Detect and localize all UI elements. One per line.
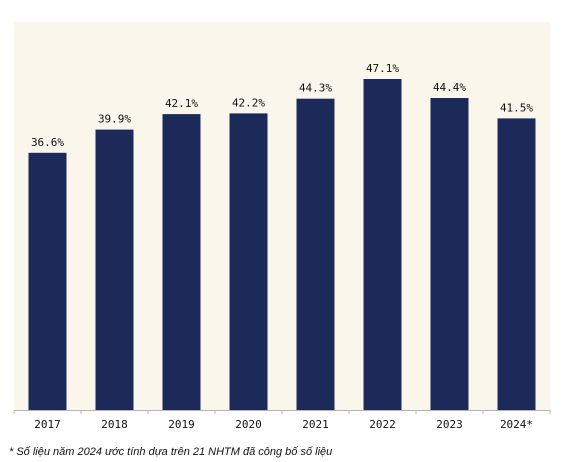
x-tick-label: 2017 <box>34 418 61 431</box>
x-tick-label: 2020 <box>235 418 262 431</box>
bar-2024 <box>497 118 536 411</box>
bar-2018 <box>95 129 134 410</box>
value-label: 41.5% <box>500 101 533 114</box>
bar-2017 <box>28 152 67 411</box>
x-axis: 2017 2018 2019 2020 2021 2022 2023 2024* <box>13 410 551 431</box>
x-tick-label: 2018 <box>101 418 128 431</box>
value-label: 47.1% <box>366 62 399 75</box>
footnote: * Số liệu năm 2024 ước tính dựa trên 21 … <box>9 446 333 458</box>
x-tick-label: 2022 <box>369 418 396 431</box>
bar-2021 <box>296 98 335 410</box>
value-label: 44.4% <box>433 81 466 94</box>
value-label: 39.9% <box>98 113 131 126</box>
x-tick-label: 2023 <box>436 418 463 431</box>
value-label: 42.2% <box>232 96 265 109</box>
plot-background <box>14 22 550 410</box>
bars-group <box>28 79 536 411</box>
value-label: 42.1% <box>165 97 198 110</box>
bar-2020 <box>229 113 268 411</box>
bar-2019 <box>162 114 201 410</box>
bar-2023 <box>430 98 469 410</box>
x-tick-label: 2019 <box>168 418 195 431</box>
value-labels-group: 36.6% 39.9% 42.1% 42.2% 44.3% 47.1% 44.4% 41.5% <box>31 62 533 149</box>
value-label: 36.6% <box>31 136 64 149</box>
value-label: 44.3% <box>299 82 332 95</box>
bar-2022 <box>363 79 402 410</box>
x-tick-label: 2021 <box>302 418 329 431</box>
x-tick-label: 2024* <box>500 418 533 431</box>
